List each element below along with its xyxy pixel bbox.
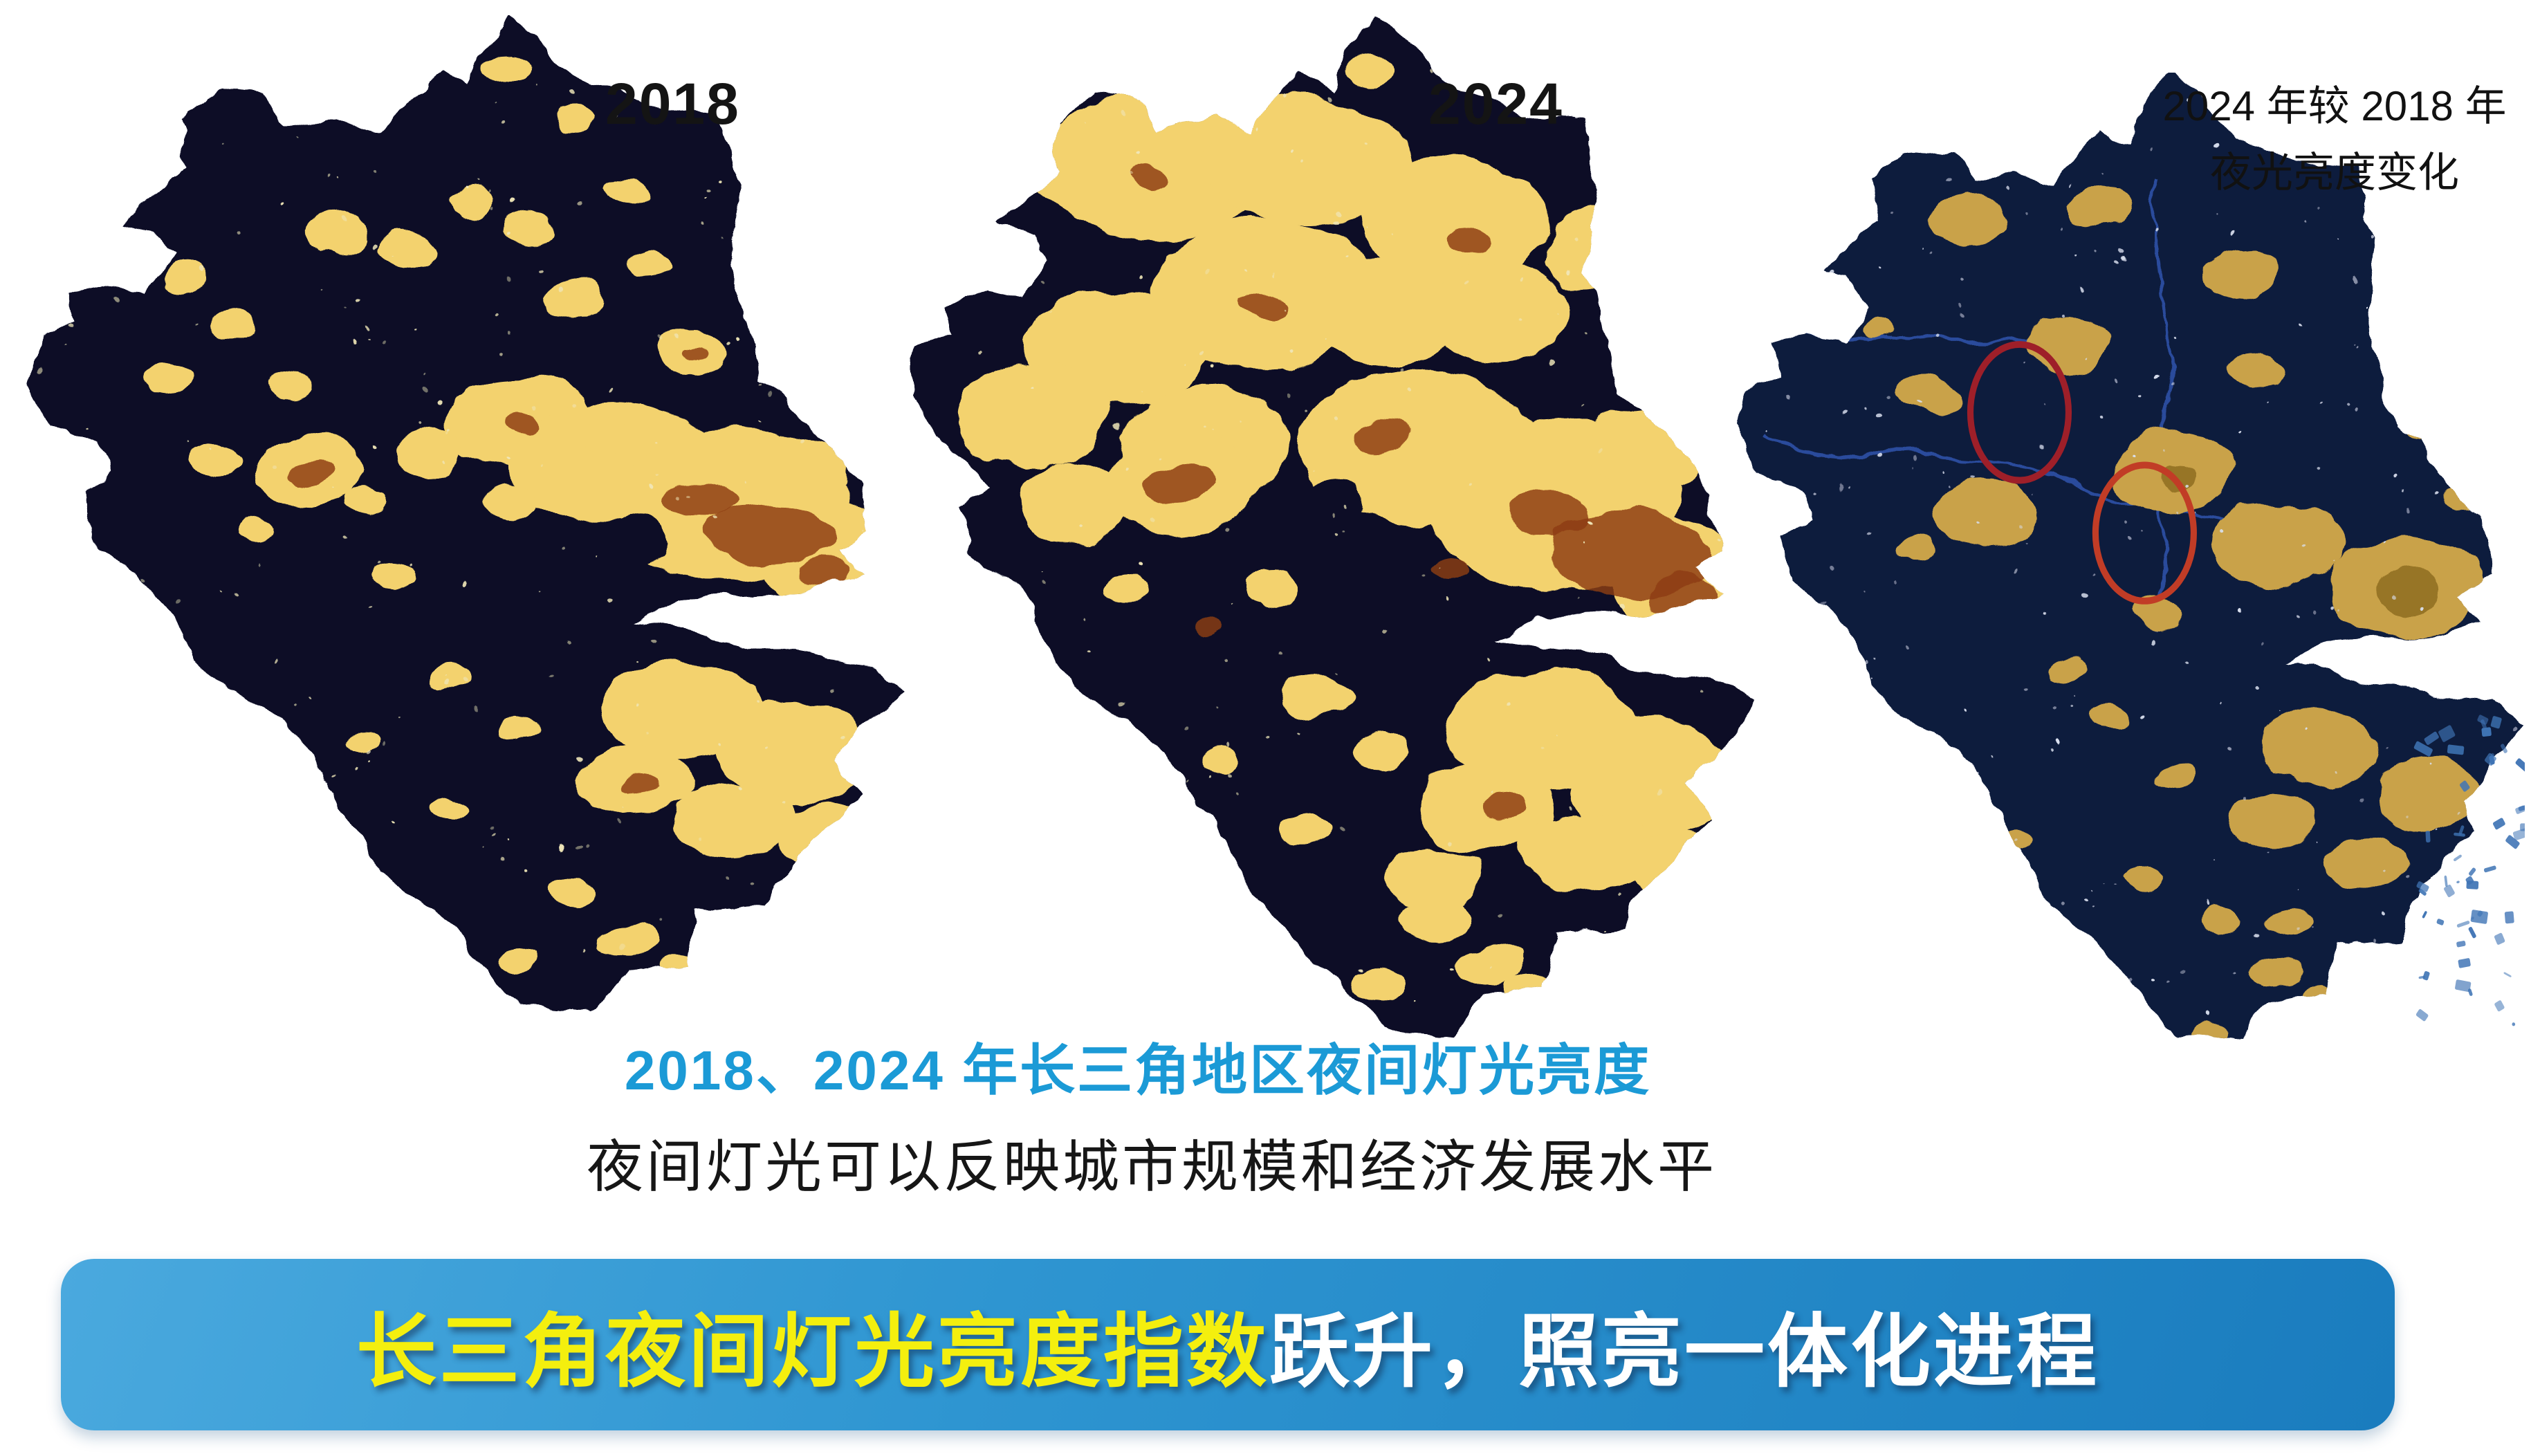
map-2018-nightlights xyxy=(31,15,903,1010)
caption-title: 2018、2024 年长三角地区夜间灯光亮度 xyxy=(624,1040,1652,1101)
map-year-label-2024: 2024 xyxy=(1428,71,1563,136)
map-change-2018-2024 xyxy=(1737,73,2525,1040)
headline-banner: 长三角夜间灯光亮度指数 跃升，照亮一体化进程 xyxy=(61,1259,2395,1430)
headline-highlight-text: 长三角夜间灯光亮度指数 xyxy=(356,1307,1269,1397)
map-year-label-2018: 2018 xyxy=(605,71,740,136)
map-change-label-line2: 夜光亮度变化 xyxy=(2210,149,2459,196)
map-change-label-line1: 2024 年较 2018 年 xyxy=(2162,83,2507,129)
caption-subtitle: 夜间灯光可以反映城市规模和经济发展水平 xyxy=(586,1136,1717,1199)
headline-rest-text: 跃升，照亮一体化进程 xyxy=(1269,1307,2099,1397)
map-change-label: 2024 年较 2018 年 夜光亮度变化 xyxy=(2162,73,2507,206)
map-2024-nightlights xyxy=(910,15,1754,1038)
